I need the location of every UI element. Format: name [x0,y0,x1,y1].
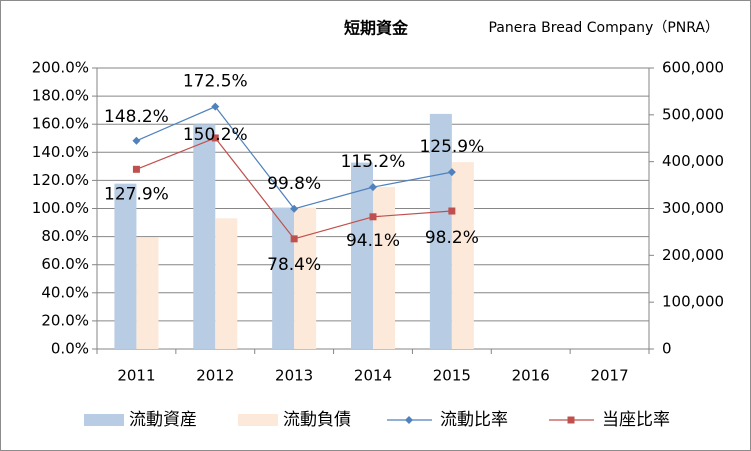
right-axis-tick-label: 600,000 [662,59,724,77]
data-label-current-ratio: 125.9% [419,137,484,157]
right-axis-tick-label: 500,000 [662,105,724,123]
left-axis-tick-label: 40.0% [41,283,89,301]
left-axis-tick-label: 140.0% [32,143,89,161]
legend-marker-current-ratio [405,416,413,424]
marker-current-ratio [369,183,377,192]
x-axis-tick-label: 2012 [196,367,234,385]
right-axis-tick-label: 100,000 [662,293,724,311]
data-label-current-ratio: 99.8% [267,174,321,194]
marker-quick-ratio [132,165,140,173]
left-axis-tick-label: 0.0% [51,340,89,358]
left-axis-tick-label: 120.0% [32,171,89,189]
left-axis-tick-label: 20.0% [41,311,89,329]
legend-label-current-assets: 流動資産 [129,410,197,430]
legend-label-current-ratio: 流動比率 [440,410,508,430]
marker-current-ratio [447,168,456,177]
marker-quick-ratio [211,134,219,142]
bar-current-assets [351,162,373,349]
data-label-current-ratio: 115.2% [341,152,406,172]
left-axis-tick-label: 200.0% [32,59,89,77]
x-axis-tick-label: 2011 [117,367,155,385]
marker-quick-ratio [290,235,298,243]
marker-quick-ratio [448,207,456,215]
x-axis-tick-label: 2015 [433,367,471,385]
right-axis-tick-label: 0 [662,340,672,358]
x-axis-tick-label: 2016 [512,367,550,385]
marker-current-ratio [290,204,299,213]
bar-current-liabilities [451,162,474,349]
chart-subtitle: Panera Bread Company（PNRA） [488,20,719,36]
left-axis-tick-label: 60.0% [41,255,89,273]
marker-quick-ratio [369,213,377,221]
x-axis-tick-label: 2014 [354,367,392,385]
legend-swatch-current-assets [84,414,124,426]
left-axis-tick-label: 80.0% [41,227,89,245]
left-axis-tick-label: 180.0% [32,87,89,105]
data-label-quick-ratio: 94.1% [346,231,400,251]
bar-current-assets [272,207,295,349]
legend-label-quick-ratio: 当座比率 [602,410,670,430]
data-label-quick-ratio: 150.2% [183,125,248,145]
bar-current-liabilities [373,186,395,349]
right-axis-tick-label: 400,000 [662,152,724,170]
data-label-current-ratio: 148.2% [104,107,169,127]
chart-title: 短期資金 [344,19,409,38]
legend-marker-quick-ratio [567,416,575,424]
bar-current-liabilities [215,218,238,349]
marker-current-ratio [132,136,141,145]
legend-swatch-current-liabilities [238,414,278,426]
left-axis-tick-label: 100.0% [32,199,89,217]
bar-current-liabilities [294,207,317,349]
x-axis-tick-label: 2013 [275,367,313,385]
bar-current-assets [114,183,137,349]
data-label-quick-ratio: 78.4% [267,255,321,275]
right-axis-tick-label: 200,000 [662,246,724,264]
right-axis-tick-label: 300,000 [662,199,724,217]
x-axis-tick-label: 2017 [590,367,628,385]
data-label-current-ratio: 172.5% [183,72,248,92]
bar-current-assets [193,124,216,349]
legend-label-current-liabilities: 流動負債 [283,410,351,430]
left-axis-tick-label: 160.0% [32,115,89,133]
data-label-quick-ratio: 98.2% [425,228,479,248]
data-label-quick-ratio: 127.9% [104,184,169,204]
bar-current-liabilities [136,237,159,349]
marker-current-ratio [211,102,220,111]
